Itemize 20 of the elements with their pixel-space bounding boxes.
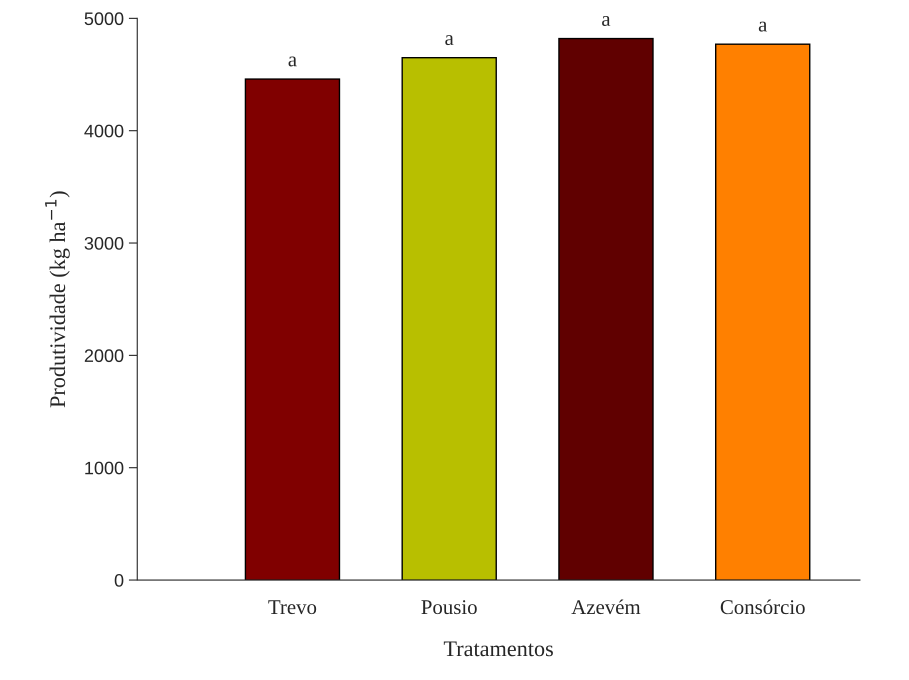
y-axis-title: Produtividade (kg ha$^{−1}$) [45,191,70,408]
x-tick-label: Trevo [268,600,316,614]
annotation: a [758,22,768,32]
bar [244,78,340,580]
y-tick-label: 1000 [85,462,124,474]
bar [715,44,810,580]
y-tick-label: 3000 [84,236,124,250]
annotation: a [445,35,454,46]
x-tick-label: Consórcio [720,599,805,614]
bar [558,38,654,580]
annotation: a [288,56,297,66]
y-tick-label: 2000 [84,349,124,362]
x-axis-title: Tratamentos [444,641,553,656]
y-tick-label: 4000 [84,124,124,138]
y-tick-label: 5000 [84,12,124,26]
x-tick-label: Pousio [421,600,477,614]
y-tick-label: 0 [114,574,124,587]
bar [401,56,497,580]
annotation: a [602,16,610,26]
x-tick-label: Azevém [571,599,640,614]
